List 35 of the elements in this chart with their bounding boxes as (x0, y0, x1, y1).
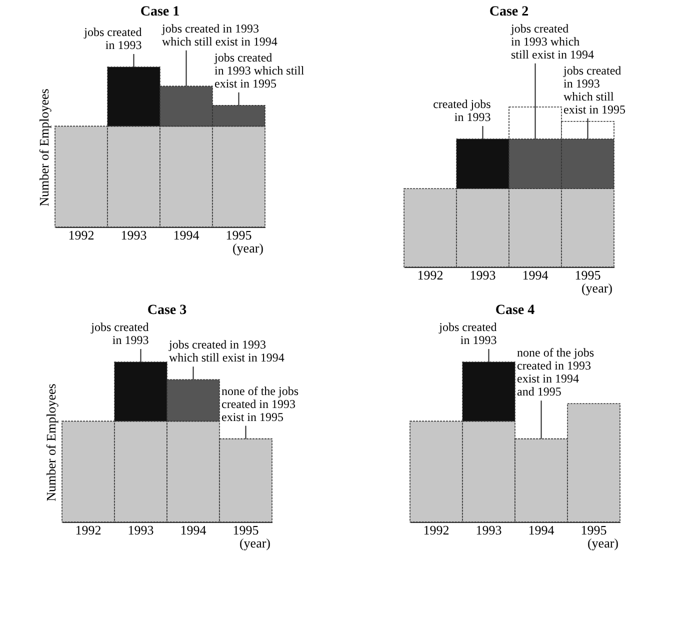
chart-title: Case 2 (489, 4, 529, 20)
x-axis-title: (year) (238, 536, 270, 550)
x-tick-label: 1994 (180, 522, 206, 538)
annotation: jobs created in 1993 (90, 320, 148, 347)
chart-title: Case 3 (146, 303, 186, 318)
x-tick-label: 1993 (475, 522, 502, 538)
x-tick-label: 1995 (226, 228, 252, 242)
x-tick-label: 1993 (470, 268, 496, 282)
x-tick-label: 1992 (417, 268, 444, 282)
x-tick-label: 1994 (522, 268, 549, 282)
annotation: jobs created in 1993 which still exist in 1994 (168, 338, 284, 365)
x-tick-label: 1992 (422, 522, 449, 538)
annotation: jobs created in 1993 (438, 320, 496, 347)
y-axis-title: Number of Employees (43, 384, 58, 502)
x-tick-label: 1994 (173, 228, 200, 242)
annotation: jobs created in 1993 which still exist in 1995 (562, 63, 626, 116)
annotation: created jobs in 1993 (433, 97, 492, 124)
x-tick-label: 1993 (127, 522, 154, 538)
chart-title: Case 1 (140, 4, 180, 20)
annotation: jobs created in 1993 which still exist in 1995 (214, 50, 305, 90)
x-axis-title: (year) (232, 240, 264, 256)
x-tick-label: 1993 (120, 228, 147, 242)
x-tick-label: 1992 (74, 522, 101, 538)
x-tick-label: 1995 (580, 522, 606, 538)
x-axis-title: (year) (581, 280, 612, 296)
x-tick-label: 1995 (232, 522, 258, 538)
x-axis-title: (year) (586, 536, 618, 550)
chart-title: Case 4 (494, 303, 534, 318)
x-tick-label: 1992 (68, 228, 94, 242)
x-tick-label: 1995 (574, 268, 601, 282)
y-axis-title: Number of Employees (36, 88, 52, 206)
annotation: none of the jobs created in 1993 exist in 1994 and 1995 (516, 346, 594, 399)
annotation: jobs created in 1993 (83, 25, 142, 52)
annotation: none of the jobs created in 1993 exist in 1995 (221, 384, 298, 424)
x-tick-label: 1994 (528, 522, 554, 538)
